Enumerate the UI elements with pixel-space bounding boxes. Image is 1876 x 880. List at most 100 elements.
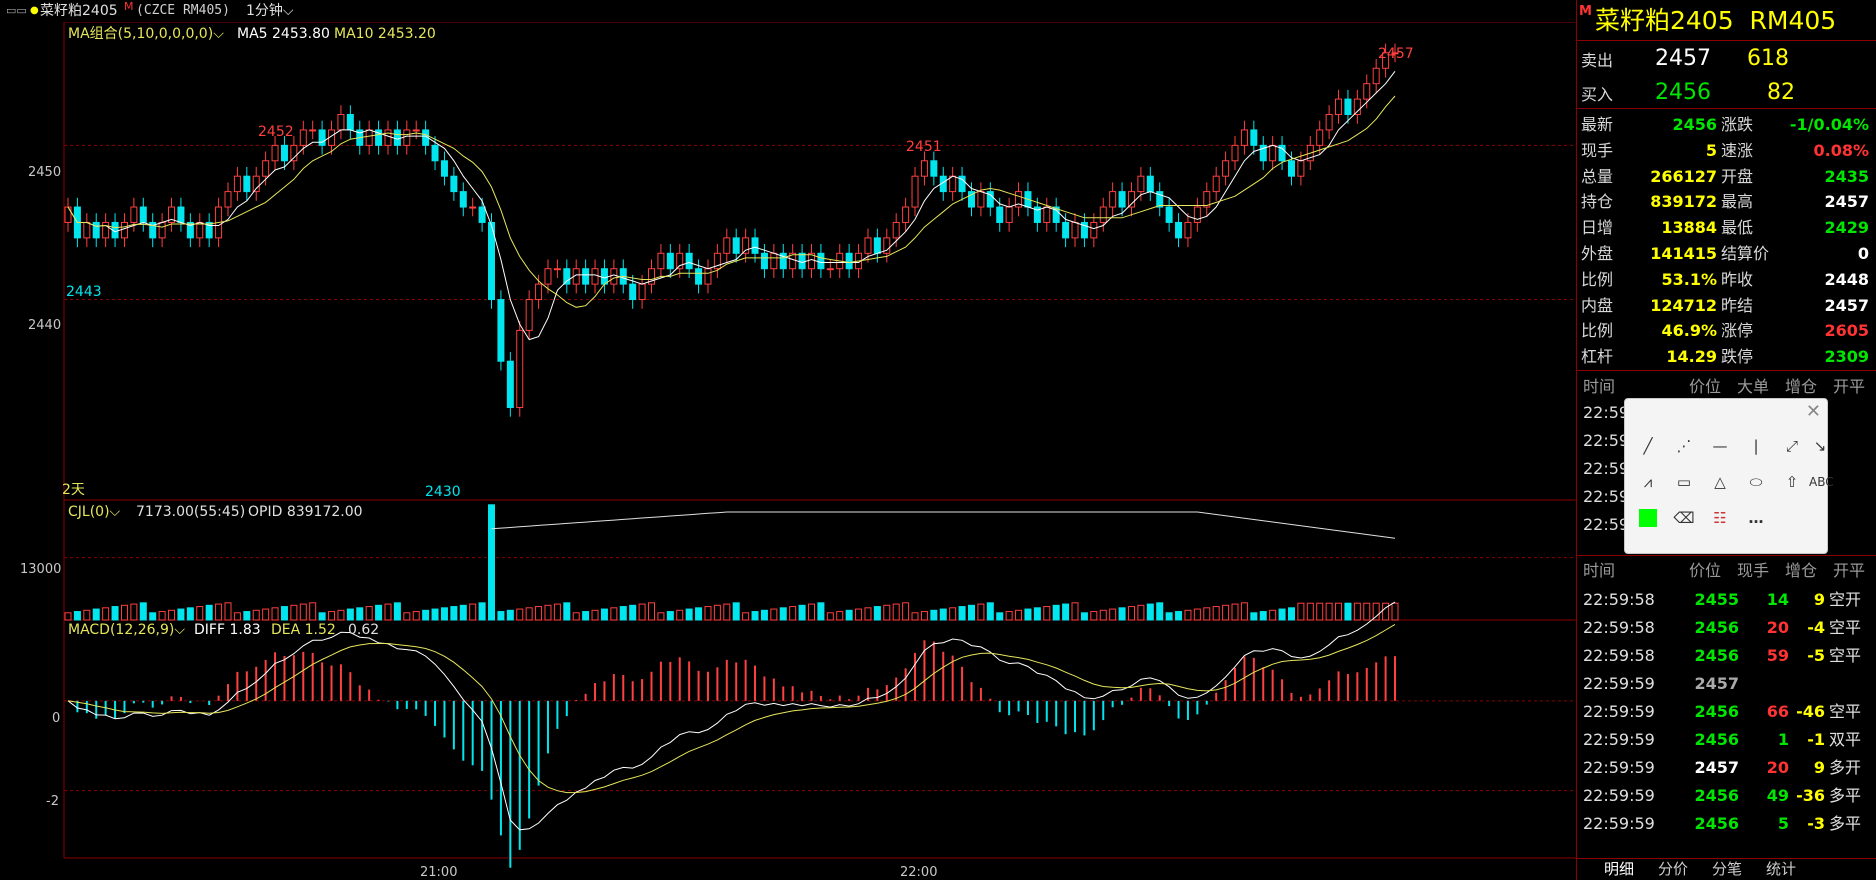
candle-body bbox=[168, 206, 176, 223]
open-interest-line bbox=[491, 511, 1396, 539]
up-arrow-icon[interactable]: ⇧ bbox=[1785, 473, 1799, 491]
candle-body bbox=[440, 160, 448, 177]
span-label: 2天 bbox=[62, 482, 85, 498]
stat-value: 2448 bbox=[1824, 269, 1869, 289]
tab-statistics[interactable]: 统计 bbox=[1766, 860, 1797, 878]
candle-body bbox=[967, 191, 975, 208]
candle-body bbox=[506, 360, 514, 408]
candle-body bbox=[102, 221, 110, 239]
volume-bar bbox=[845, 609, 853, 621]
candle-body bbox=[1118, 191, 1126, 208]
candle-body bbox=[1062, 221, 1070, 239]
stat-label: 内盘 bbox=[1581, 295, 1614, 315]
volume-bar bbox=[168, 609, 176, 621]
candle-body bbox=[742, 237, 750, 254]
text-tool-icon[interactable]: ABC bbox=[1809, 475, 1834, 489]
candle-body bbox=[280, 144, 288, 162]
candle-body bbox=[1156, 191, 1164, 208]
ellipse-icon[interactable]: ⬭ bbox=[1749, 473, 1763, 491]
candle-body bbox=[704, 268, 712, 285]
candle-body bbox=[760, 252, 768, 270]
candle-body bbox=[271, 144, 279, 162]
tab-price-distribution[interactable]: 分价 bbox=[1658, 860, 1689, 878]
volume-bar bbox=[130, 603, 138, 621]
volume-bar bbox=[328, 611, 336, 621]
volume-bar bbox=[1372, 602, 1380, 621]
tab-ticks[interactable]: 分笔 bbox=[1712, 860, 1743, 878]
volume-bar bbox=[233, 612, 241, 621]
tick-row: 22:59:58 2456 20 -4 空平 bbox=[1577, 615, 1876, 641]
volume-bar bbox=[1287, 607, 1295, 621]
candle-body bbox=[676, 252, 684, 270]
ma5-line bbox=[67, 70, 1396, 341]
big-order-row: 22:59 bbox=[1577, 400, 1876, 426]
cjl-indicator-label[interactable]: CJL(0)⌵ bbox=[68, 504, 121, 520]
candle-body bbox=[1344, 98, 1352, 116]
period-selector[interactable]: 1分钟⌵ bbox=[246, 0, 294, 22]
candle-body bbox=[393, 129, 401, 146]
stat-label: 现手 bbox=[1581, 140, 1614, 160]
volume-bar bbox=[64, 612, 72, 621]
tick-row: 22:59:59 2456 49 -36 多平 bbox=[1577, 783, 1876, 809]
volume-bar bbox=[760, 609, 768, 621]
stat-row: 持仓 839172 最高 2457 bbox=[1577, 189, 1876, 215]
volume-bar bbox=[949, 607, 957, 621]
color-swatch-icon[interactable] bbox=[1633, 503, 1663, 533]
stat-value: 2429 bbox=[1824, 218, 1869, 238]
candle-body bbox=[469, 206, 477, 209]
volume-bar bbox=[1240, 602, 1248, 621]
buy-label: 买入 bbox=[1581, 85, 1614, 104]
tick-price: 2457 bbox=[1694, 758, 1739, 777]
tick-action: 空平 bbox=[1829, 702, 1862, 721]
ruler-icon[interactable]: ☷ bbox=[1713, 509, 1727, 527]
polyline-icon[interactable]: ⩘ bbox=[1643, 473, 1653, 491]
tick-qty: 1 bbox=[1777, 730, 1789, 749]
triangle-icon[interactable]: △ bbox=[1714, 473, 1726, 491]
volume-bar bbox=[789, 606, 797, 621]
volume-bar bbox=[393, 602, 401, 621]
candle-body bbox=[525, 299, 533, 331]
candle-body bbox=[1043, 206, 1051, 223]
volume-bar bbox=[958, 606, 966, 621]
tick-row: 22:59:59 2456 66 -46 空平 bbox=[1577, 699, 1876, 725]
macd-indicator-label[interactable]: MACD(12,26,9)⌵ bbox=[68, 622, 185, 638]
candle-body bbox=[1165, 206, 1173, 223]
volume-bar bbox=[939, 608, 947, 621]
candle-body bbox=[1287, 160, 1295, 177]
volume-bar bbox=[723, 603, 731, 621]
line-tool-icon[interactable]: ╱ bbox=[1643, 437, 1653, 455]
eraser-icon[interactable]: ⌫ bbox=[1673, 509, 1695, 527]
window-restore-icon[interactable]: ▭▭ bbox=[6, 4, 27, 17]
rectangle-icon[interactable]: ▭ bbox=[1676, 473, 1692, 491]
big-order-row: 22:59 bbox=[1577, 512, 1876, 538]
stat-label: 涨停 bbox=[1721, 321, 1754, 341]
volume-bar bbox=[83, 609, 91, 621]
volume-bar bbox=[798, 604, 806, 621]
more-icon[interactable]: … bbox=[1748, 509, 1764, 527]
candle-body bbox=[1109, 191, 1117, 208]
candle-body bbox=[1090, 221, 1098, 239]
tab-details[interactable]: 明细 bbox=[1604, 860, 1635, 878]
instrument-code: (CZCE RM405) bbox=[136, 3, 230, 18]
candle-body bbox=[497, 299, 505, 362]
stat-label: 比例 bbox=[1581, 321, 1614, 341]
drawing-toolbox[interactable]: ✕ ╱ ⋰ — | ⤢ ↘ ⩘ ▭ △ ⬭ ⇧ ABC ⌫ ☷ … bbox=[1624, 398, 1834, 554]
chart-area[interactable]: MA组合(5,10,0,0,0,0)⌵ MA5 2453.80 MA10 245… bbox=[0, 22, 1576, 880]
candle-body bbox=[845, 252, 853, 270]
close-icon[interactable]: ✕ bbox=[1805, 401, 1821, 422]
dashed-line-tool-icon[interactable]: ⋰ bbox=[1676, 437, 1692, 455]
horizontal-line-icon[interactable]: — bbox=[1712, 437, 1728, 455]
stat-label: 日增 bbox=[1581, 218, 1614, 238]
low-label-left: 2443 bbox=[66, 284, 102, 300]
vertical-line-icon[interactable]: | bbox=[1753, 437, 1759, 455]
tick-action: 空平 bbox=[1829, 646, 1862, 665]
ray-icon[interactable]: ⤢ bbox=[1785, 437, 1798, 455]
arrow-down-icon[interactable]: ↘ bbox=[1813, 437, 1827, 455]
volume-bar bbox=[666, 611, 674, 621]
panel-instrument-code: RM405 bbox=[1749, 6, 1837, 35]
stat-label: 最低 bbox=[1721, 218, 1754, 238]
ma-indicator-label[interactable]: MA组合(5,10,0,0,0,0)⌵ bbox=[68, 26, 224, 42]
volume-bar bbox=[469, 603, 477, 621]
volume-bar bbox=[365, 606, 373, 621]
panel-flag: M bbox=[1579, 4, 1592, 19]
